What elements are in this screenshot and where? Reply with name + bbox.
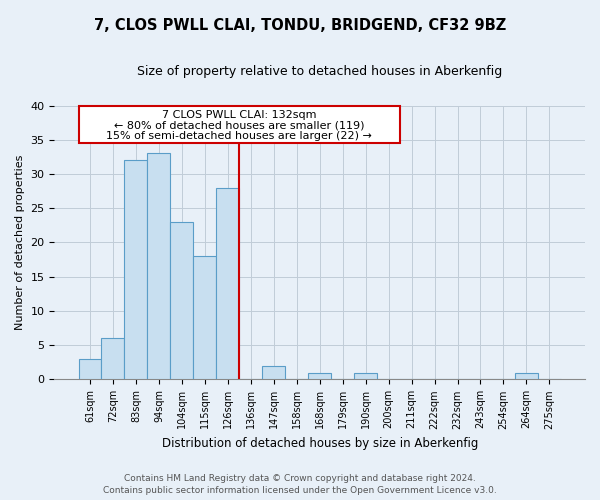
Bar: [217, 188, 239, 380]
Text: 7 CLOS PWLL CLAI: 132sqm: 7 CLOS PWLL CLAI: 132sqm: [162, 110, 317, 120]
Bar: [515, 372, 538, 380]
Bar: [262, 366, 285, 380]
Bar: [101, 338, 124, 380]
Bar: [193, 256, 217, 380]
Bar: [170, 222, 193, 380]
Text: 15% of semi-detached houses are larger (22) →: 15% of semi-detached houses are larger (…: [106, 131, 372, 141]
Y-axis label: Number of detached properties: Number of detached properties: [15, 155, 25, 330]
Text: ← 80% of detached houses are smaller (119): ← 80% of detached houses are smaller (11…: [114, 120, 365, 130]
Text: Contains HM Land Registry data © Crown copyright and database right 2024.
Contai: Contains HM Land Registry data © Crown c…: [103, 474, 497, 495]
Bar: [79, 359, 101, 380]
Bar: [148, 154, 170, 380]
Bar: [308, 372, 331, 380]
FancyBboxPatch shape: [79, 106, 400, 143]
Title: Size of property relative to detached houses in Aberkenfig: Size of property relative to detached ho…: [137, 65, 502, 78]
Bar: [124, 160, 148, 380]
X-axis label: Distribution of detached houses by size in Aberkenfig: Distribution of detached houses by size …: [161, 437, 478, 450]
Text: 7, CLOS PWLL CLAI, TONDU, BRIDGEND, CF32 9BZ: 7, CLOS PWLL CLAI, TONDU, BRIDGEND, CF32…: [94, 18, 506, 32]
Bar: [354, 372, 377, 380]
